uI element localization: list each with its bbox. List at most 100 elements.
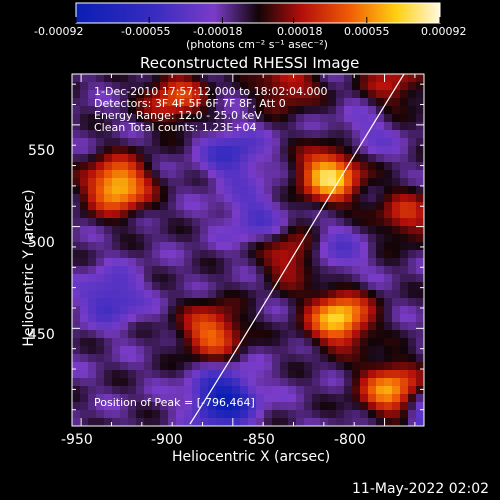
heatmap-cell [352,402,361,411]
heatmap-cell [232,90,241,99]
heatmap-cell [104,234,113,243]
heatmap-cell [96,154,105,163]
heatmap-cell [168,98,177,107]
heatmap-cell [400,266,409,275]
heatmap-cell [392,410,401,419]
heatmap-cell [352,322,361,331]
heatmap-cell [408,322,417,331]
heatmap-cell [160,74,169,83]
heatmap-cell [96,386,105,395]
heatmap-cell [192,418,201,426]
heatmap-cell [296,394,305,403]
heatmap-cell [208,290,217,299]
heatmap-cell [272,314,281,323]
heatmap-cell [192,90,201,99]
heatmap-cell [416,314,424,323]
chart-title: Reconstructed RHESSI Image [140,54,360,72]
heatmap-cell [328,138,337,147]
heatmap-cell [416,394,424,403]
heatmap-cell [160,306,169,315]
heatmap-cell [160,138,169,147]
heatmap-cell [208,106,217,115]
heatmap-cell [176,202,185,211]
heatmap-cell [96,82,105,91]
heatmap-cell [272,354,281,363]
heatmap-cell [208,146,217,155]
heatmap-cell [104,202,113,211]
heatmap-cell [104,242,113,251]
heatmap-cell [304,82,313,91]
heatmap-cell [160,282,169,291]
heatmap-cell [200,194,209,203]
heatmap-cell [216,330,225,339]
heatmap-cell [400,82,409,91]
heatmap-cell [280,146,289,155]
heatmap-cell [256,194,265,203]
heatmap-cell [112,98,121,107]
heatmap-cell [200,266,209,275]
heatmap-cell [176,282,185,291]
heatmap-cell [152,274,161,283]
heatmap-cell [144,138,153,147]
heatmap-cell [280,186,289,195]
heatmap-cell [184,114,193,123]
heatmap-cell [344,178,353,187]
heatmap-cell [224,354,233,363]
heatmap-cell [272,146,281,155]
heatmap-cell [136,306,145,315]
heatmap-cell [408,330,417,339]
heatmap-cell [320,394,329,403]
heatmap-cell [296,242,305,251]
heatmap-cell [104,338,113,347]
heatmap-cell [304,394,313,403]
heatmap-cell [248,306,257,315]
heatmap-cell [120,218,129,227]
heatmap-cell [240,354,249,363]
heatmap-cell [88,354,97,363]
heatmap-cell [200,402,209,411]
heatmap-cell [176,298,185,307]
heatmap-cell [240,242,249,251]
heatmap-cell [80,362,89,371]
heatmap-cell [256,274,265,283]
heatmap-cell [248,98,257,107]
heatmap-cell [280,178,289,187]
heatmap-cell [168,138,177,147]
heatmap-cell [288,226,297,235]
heatmap-cell [216,138,225,147]
heatmap-cell [88,314,97,323]
heatmap-cell [360,82,369,91]
heatmap-cell [136,354,145,363]
heatmap-cell [96,202,105,211]
heatmap-cell [336,394,345,403]
heatmap-cell [208,346,217,355]
heatmap-cell [248,202,257,211]
heatmap-cell [72,314,81,323]
heatmap-cell [384,290,393,299]
heatmap-cell [208,314,217,323]
heatmap-cell [192,258,201,267]
heatmap-cell [256,234,265,243]
heatmap-cell [96,130,105,139]
heatmap-cell [280,330,289,339]
colorbar-tick-label: 0.00055 [344,25,390,38]
heatmap-cell [112,354,121,363]
heatmap-cell [280,98,289,107]
heatmap-cell [304,330,313,339]
heatmap-cell [384,122,393,131]
heatmap-cell [384,162,393,171]
heatmap-cell [248,130,257,139]
heatmap-cell [232,354,241,363]
heatmap-cell [256,354,265,363]
heatmap-cell [240,346,249,355]
heatmap-cell [400,202,409,211]
heatmap-cell [216,186,225,195]
heatmap-cell [352,146,361,155]
heatmap-cell [232,290,241,299]
heatmap-cell [256,378,265,387]
heatmap-cell [120,314,129,323]
heatmap-cell [304,90,313,99]
heatmap-cell [120,346,129,355]
heatmap-cell [184,378,193,387]
heatmap-cell [392,258,401,267]
